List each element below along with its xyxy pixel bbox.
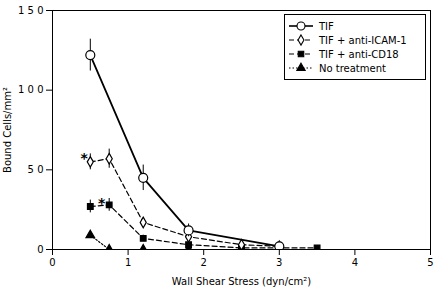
svg-text:Bound Cells/mm²: Bound Cells/mm² [2, 87, 13, 173]
svg-text:No treatment: No treatment [319, 63, 386, 74]
svg-text:TIF: TIF [318, 21, 334, 32]
svg-text:0: 0 [37, 244, 43, 255]
svg-text:1 0 0: 1 0 0 [18, 84, 43, 95]
svg-text:1 5 0: 1 5 0 [18, 5, 43, 16]
svg-text:4: 4 [352, 257, 358, 268]
svg-text:1: 1 [125, 257, 131, 268]
svg-text:Wall Shear Stress (dyn/cm²): Wall Shear Stress (dyn/cm²) [172, 276, 311, 287]
svg-text:2: 2 [201, 257, 207, 268]
svg-text:*: * [98, 195, 106, 211]
svg-text:0: 0 [49, 257, 55, 268]
svg-text:3: 3 [276, 257, 282, 268]
svg-text:*: * [81, 150, 89, 166]
svg-text:TIF + anti-CD18: TIF + anti-CD18 [318, 49, 399, 60]
svg-text:TIF + anti-ICAM-1: TIF + anti-ICAM-1 [318, 35, 407, 46]
svg-text:5: 5 [427, 257, 433, 268]
svg-text:5 0: 5 0 [28, 164, 44, 175]
